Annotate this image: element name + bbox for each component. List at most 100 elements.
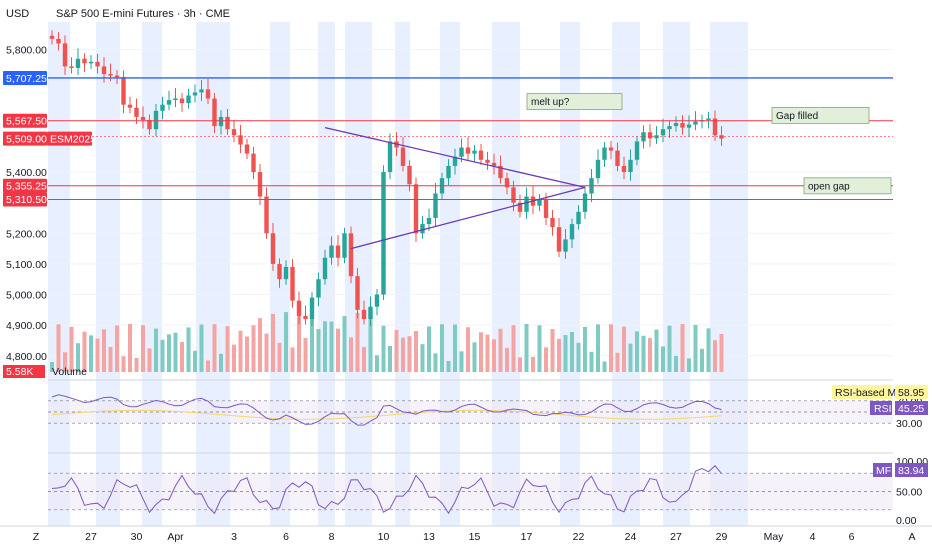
volume-bar <box>446 360 451 372</box>
candle-body <box>524 196 529 212</box>
price-tag: 5,707.25 <box>3 70 47 85</box>
volume-bar <box>232 344 236 372</box>
volume-bar <box>134 357 139 372</box>
time-tick-label: 24 <box>625 531 637 543</box>
volume-bar <box>615 352 620 372</box>
time-tick-label: Apr <box>167 531 184 543</box>
candle-body <box>147 119 152 130</box>
price-tag-text: 5,509.00 <box>6 133 47 145</box>
annotation-rect <box>771 106 870 124</box>
candle-body <box>634 141 640 160</box>
price-tick-label: 5,800.00 <box>6 45 47 57</box>
candle-body <box>179 98 185 104</box>
volume-bar <box>407 336 412 372</box>
candle-body <box>426 217 432 225</box>
rsi-ma-line <box>51 409 722 420</box>
volume-bar <box>342 316 347 372</box>
volume-bar <box>687 358 691 372</box>
candle-body <box>296 300 302 316</box>
volume-bar <box>258 318 262 372</box>
volume-bar <box>440 324 444 372</box>
candle-body <box>134 107 139 117</box>
candle-body <box>199 89 204 93</box>
volume-bar <box>414 331 418 372</box>
candle-body <box>511 187 516 203</box>
volume-bar <box>628 343 633 372</box>
candle-body <box>628 159 633 173</box>
volume-bar <box>277 342 282 372</box>
candle-body <box>693 121 698 125</box>
candle-body <box>504 178 510 188</box>
rsi-ma-value-box <box>895 385 928 399</box>
candle-body <box>160 104 165 111</box>
time-tick-label: 3 <box>231 531 237 543</box>
candle-body <box>361 309 367 320</box>
candle-body <box>472 150 477 154</box>
candle-body <box>387 141 393 173</box>
session-band <box>395 22 410 526</box>
volume-bar <box>557 338 561 372</box>
annotation-rect <box>803 177 892 195</box>
price-tick-label: 4,800.00 <box>6 351 47 363</box>
volume-value-box <box>3 365 45 378</box>
volume-bar <box>674 355 678 372</box>
session-band <box>96 22 120 526</box>
candle-body <box>238 135 243 145</box>
volume-bar <box>355 312 360 372</box>
price-tag-box <box>3 70 47 85</box>
volume-bar <box>193 350 197 372</box>
candle-body <box>621 165 627 173</box>
candle-body <box>712 118 718 136</box>
candle-body <box>355 276 360 310</box>
volume-bar <box>323 321 327 372</box>
candle-body <box>641 132 646 142</box>
candle-body <box>537 199 542 206</box>
price-tick-label: 5,400.00 <box>6 167 47 179</box>
price-tag: 5,355.25 <box>3 178 47 193</box>
candle-body <box>602 147 607 160</box>
time-tick-label: 13 <box>423 531 435 543</box>
time-tick-label: 6 <box>849 531 855 543</box>
time-tick-label: 30 <box>131 531 143 543</box>
candle-body <box>446 165 451 179</box>
candle-body <box>478 150 484 160</box>
volume-bar <box>479 332 483 372</box>
candle-body <box>322 257 328 280</box>
candle-body <box>277 263 282 280</box>
volume-bar <box>128 324 132 372</box>
candle-body <box>140 116 146 120</box>
candle-body <box>420 224 425 234</box>
time-tick-label: 10 <box>378 531 390 543</box>
candle-body <box>283 266 289 280</box>
price-tag-box <box>3 192 47 207</box>
volume-bar <box>310 315 314 372</box>
mf-value: 83.94 <box>898 465 924 477</box>
candle-body <box>407 165 412 185</box>
candle-body <box>316 279 321 298</box>
time-tick-label: May <box>764 531 785 543</box>
volume-bar <box>602 361 607 372</box>
candle-body <box>231 129 237 136</box>
volume-bar <box>492 339 496 372</box>
volume-bar <box>238 330 243 372</box>
candle-body <box>186 95 191 104</box>
volume-bar <box>537 325 542 372</box>
candle-body <box>374 294 380 307</box>
candle-body <box>244 144 250 154</box>
candle-body <box>329 245 334 258</box>
session-band <box>440 22 460 526</box>
candle-body <box>576 211 581 225</box>
volume-bar <box>550 329 555 372</box>
rsi-label: RSI <box>874 403 892 415</box>
price-tag-box <box>3 178 47 193</box>
candle-body <box>251 153 256 173</box>
volume-bar <box>524 324 529 372</box>
price-tag-text: 5,707.25 <box>6 73 47 85</box>
candle-body <box>342 233 347 258</box>
candle-body <box>309 297 315 320</box>
volume-bar <box>316 329 321 372</box>
volume-bar <box>388 345 392 372</box>
candle-body <box>108 74 113 76</box>
